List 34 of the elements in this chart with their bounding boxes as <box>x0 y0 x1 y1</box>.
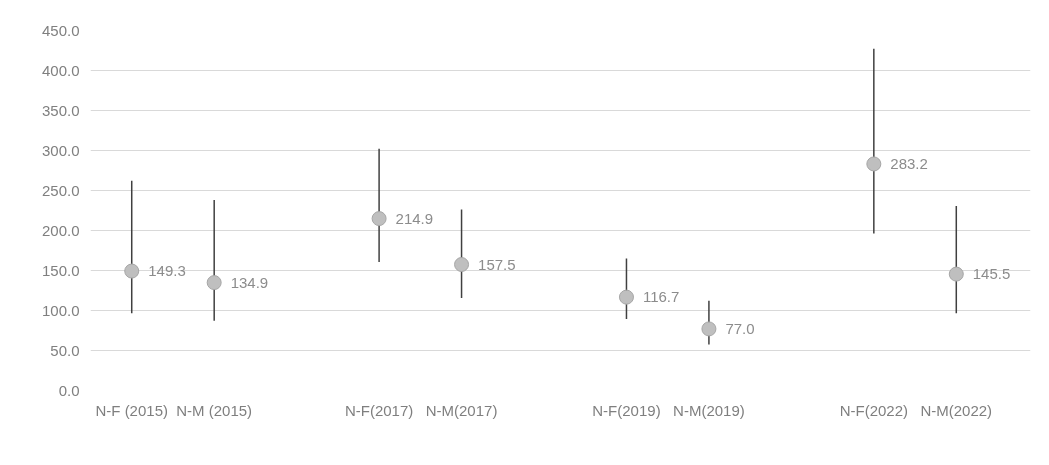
x-tick-label: N-F(2022) <box>839 401 909 419</box>
y-tick-label: 0.0 <box>58 381 80 399</box>
point <box>866 156 882 172</box>
point <box>371 211 387 227</box>
data-label: 214.9 <box>395 209 434 227</box>
y-tick-label: 400.0 <box>41 61 80 79</box>
y-tick-label: 150.0 <box>41 261 80 279</box>
x-tick-label: N-M(2019) <box>673 401 745 419</box>
y-tick-label: 100.0 <box>41 301 80 319</box>
point <box>206 275 222 291</box>
data-label: 134.9 <box>230 273 269 291</box>
data-label: 283.2 <box>890 154 928 172</box>
point <box>454 257 470 272</box>
x-tick-label: N-F(2017) <box>344 401 414 419</box>
x-tick-label: N-M (2015) <box>176 401 253 419</box>
point <box>618 289 634 305</box>
point <box>124 263 140 279</box>
data-label: 116.7 <box>642 288 680 306</box>
point <box>701 321 717 337</box>
data-label: 157.5 <box>478 255 516 273</box>
y-tick-label: 300.0 <box>41 141 80 159</box>
y-tick-label: 50.0 <box>50 341 80 359</box>
y-tick-label: 450.0 <box>41 21 80 39</box>
y-tick-label: 350.0 <box>41 101 80 119</box>
x-tick-label: N-F (2015) <box>95 401 168 419</box>
y-tick-label: 200.0 <box>41 221 80 239</box>
data-label: 77.0 <box>725 319 755 337</box>
data-label: 145.5 <box>972 265 1011 283</box>
data-label: 149.3 <box>148 262 186 280</box>
y-tick-label: 250.0 <box>41 181 80 199</box>
point <box>948 266 964 282</box>
x-tick-label: N-F(2019) <box>592 401 661 419</box>
x-tick-label: N-M(2017) <box>425 401 498 419</box>
x-tick-label: N-M(2022) <box>920 401 993 419</box>
